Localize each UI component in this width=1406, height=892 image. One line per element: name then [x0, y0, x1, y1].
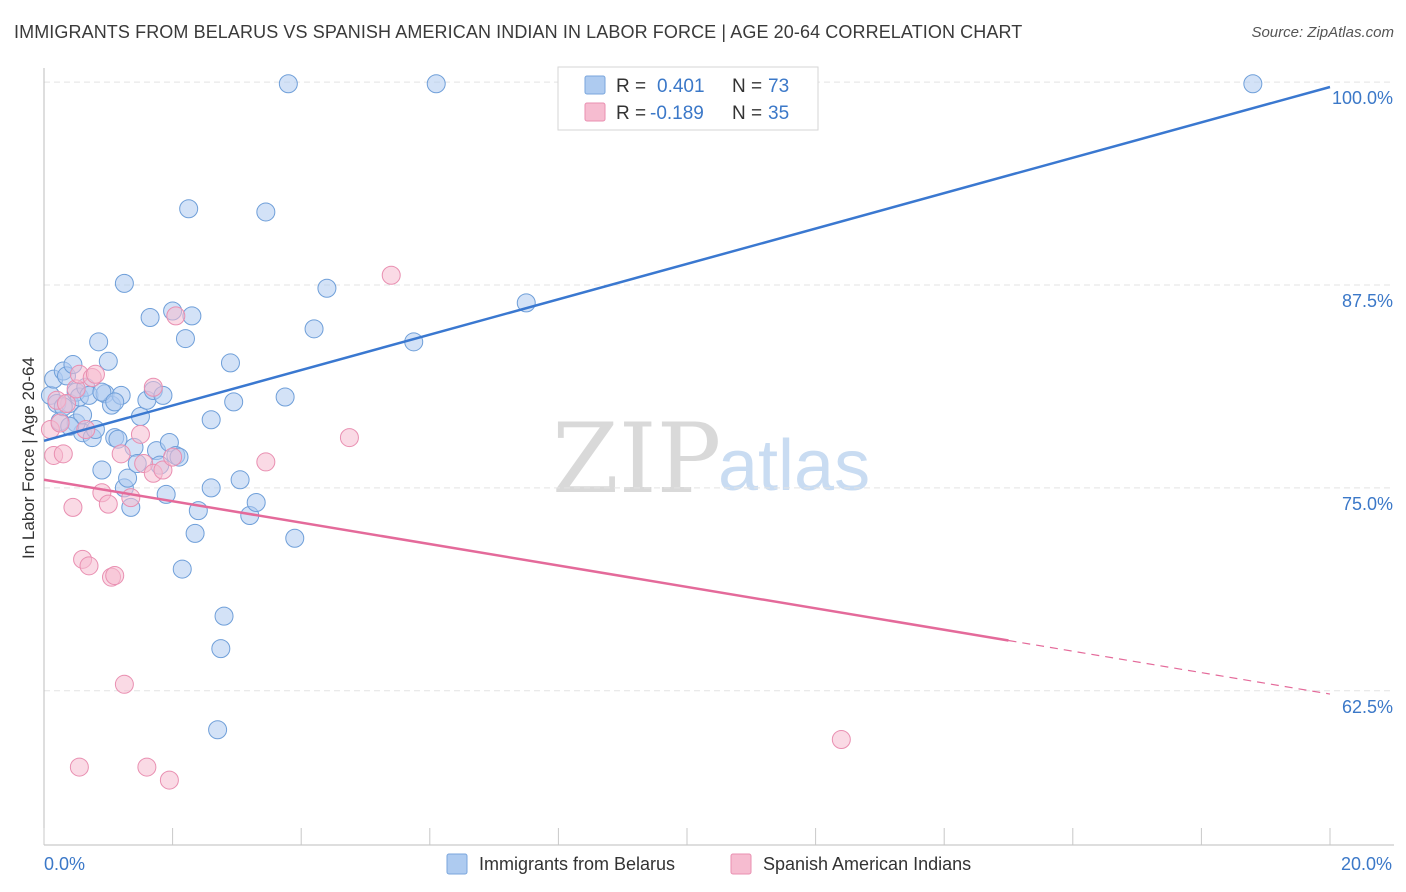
axes — [43, 68, 1394, 846]
trend-lines — [43, 85, 1331, 695]
point-belarus — [92, 460, 112, 480]
y-tick-label: 87.5% — [1342, 291, 1393, 311]
point-belarus — [114, 273, 134, 293]
point-belarus — [185, 523, 205, 543]
point-spanish-american-indian — [63, 497, 83, 517]
bottom-legend-swatch-pink — [730, 853, 752, 875]
point-spanish-american-indian — [85, 364, 105, 384]
point-belarus — [220, 353, 240, 373]
point-belarus — [426, 74, 446, 94]
series-spanish-american-indians — [40, 265, 851, 790]
point-belarus — [175, 329, 195, 349]
y-tick-label: 100.0% — [1332, 88, 1393, 108]
point-spanish-american-indian — [159, 770, 179, 790]
point-belarus — [179, 199, 199, 219]
point-spanish-american-indian — [69, 757, 89, 777]
legend-r-label-pink: R = — [616, 103, 646, 124]
y-tick-label: 75.0% — [1342, 494, 1393, 514]
legend-swatch-blue — [584, 75, 606, 95]
point-belarus — [201, 478, 221, 498]
point-spanish-american-indian — [339, 428, 359, 448]
point-belarus — [246, 493, 266, 513]
point-spanish-american-indian — [143, 377, 163, 397]
point-belarus — [201, 410, 221, 430]
series-legend: Immigrants from Belarus Spanish American… — [446, 853, 971, 875]
chart-source: Source: ZipAtlas.com — [1251, 24, 1394, 41]
bottom-legend-label-blue: Immigrants from Belarus — [479, 854, 675, 874]
gridlines — [44, 81, 1394, 692]
point-spanish-american-indian — [111, 444, 131, 464]
point-belarus — [172, 559, 192, 579]
point-spanish-american-indian — [163, 447, 183, 467]
point-belarus — [214, 606, 234, 626]
y-axis-title: In Labor Force | Age 20-64 — [19, 357, 38, 559]
point-belarus — [92, 382, 112, 402]
x-ticks — [43, 828, 1331, 845]
point-spanish-american-indian — [53, 444, 73, 464]
point-spanish-american-indian — [105, 566, 125, 586]
point-belarus — [208, 720, 228, 740]
point-spanish-american-indian — [50, 413, 70, 433]
trend-line-belarus — [43, 85, 1331, 443]
point-spanish-american-indian — [114, 674, 134, 694]
point-belarus — [140, 307, 160, 327]
point-spanish-american-indian — [166, 306, 186, 326]
point-belarus — [118, 468, 138, 488]
x-tick-label-max: 20.0% — [1341, 854, 1392, 874]
watermark-zip: ZIP — [552, 403, 721, 515]
bottom-legend-swatch-blue — [446, 853, 468, 875]
bottom-legend-label-pink: Spanish American Indians — [763, 854, 971, 874]
watermark-atlas: atlas — [718, 426, 870, 506]
legend-swatch-pink — [584, 102, 606, 122]
point-spanish-american-indian — [381, 265, 401, 285]
point-spanish-american-indian — [121, 488, 141, 508]
point-spanish-american-indian — [98, 494, 118, 514]
point-belarus — [182, 306, 202, 326]
legend-n-value-pink: 35 — [768, 103, 789, 124]
point-belarus — [285, 528, 305, 548]
y-tick-label: 62.5% — [1342, 697, 1393, 717]
x-tick-label-min: 0.0% — [44, 854, 85, 874]
point-belarus — [304, 319, 324, 339]
point-belarus — [230, 470, 250, 490]
trend-line-spanish-american-indians-extension — [1008, 639, 1331, 695]
legend-n-label-blue: N = — [732, 76, 762, 97]
point-belarus — [256, 202, 276, 222]
legend-n-label-pink: N = — [732, 103, 762, 124]
point-spanish-american-indian — [256, 452, 276, 472]
point-spanish-american-indian — [831, 729, 851, 749]
stats-legend: R = 0.401 N = 73 R = -0.189 N = 35 — [557, 66, 819, 131]
point-belarus — [105, 392, 125, 412]
point-belarus — [275, 387, 295, 407]
point-belarus — [278, 74, 298, 94]
point-spanish-american-indian — [153, 460, 173, 480]
legend-r-value-pink: -0.189 — [650, 103, 704, 124]
point-belarus — [317, 278, 337, 298]
legend-n-value-blue: 73 — [768, 76, 789, 97]
chart-title: IMMIGRANTS FROM BELARUS VS SPANISH AMERI… — [14, 22, 1023, 42]
point-belarus — [1243, 74, 1263, 94]
legend-r-label-blue: R = — [616, 76, 646, 97]
point-belarus — [224, 392, 244, 412]
point-belarus — [89, 332, 109, 352]
point-belarus — [211, 639, 231, 659]
trend-line-spanish-american-indians — [43, 478, 1009, 642]
point-spanish-american-indian — [137, 757, 157, 777]
point-spanish-american-indian — [79, 556, 99, 576]
y-tick-labels: 62.5% 75.0% 87.5% 100.0% — [1332, 88, 1393, 717]
legend-r-value-blue: 0.401 — [657, 76, 705, 97]
point-spanish-american-indian — [57, 394, 77, 414]
point-spanish-american-indian — [130, 424, 150, 444]
point-belarus — [98, 351, 118, 371]
